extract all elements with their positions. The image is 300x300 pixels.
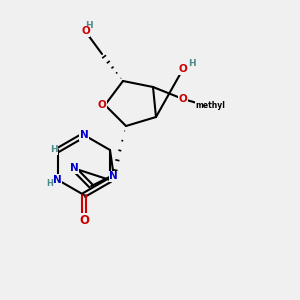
Text: O: O (81, 26, 90, 37)
Text: H: H (46, 178, 53, 188)
Text: methyl: methyl (195, 100, 225, 109)
Text: N: N (53, 175, 62, 185)
Text: H: H (85, 21, 92, 30)
Text: O: O (98, 100, 106, 110)
Text: N: N (109, 171, 118, 182)
Text: O: O (178, 64, 188, 74)
Text: O: O (79, 214, 89, 227)
Text: H: H (188, 58, 196, 68)
Text: O: O (178, 94, 188, 104)
Text: N: N (80, 130, 88, 140)
Text: H: H (50, 146, 57, 154)
Text: N: N (70, 163, 79, 173)
